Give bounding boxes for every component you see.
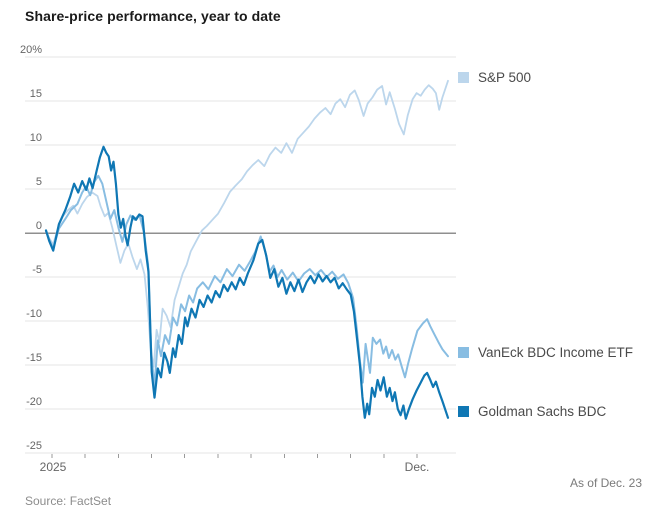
y-tick-label: -10 bbox=[26, 308, 42, 320]
y-tick-label: -15 bbox=[26, 352, 42, 364]
series-line-goldman bbox=[44, 145, 450, 420]
y-tick-label: 5 bbox=[36, 176, 42, 188]
as-of-note: As of Dec. 23 bbox=[569, 476, 642, 490]
legend-item-sp500: S&P 500 bbox=[458, 69, 531, 85]
chart-title: Share-price performance, year to date bbox=[25, 8, 281, 24]
series-line-vaneck bbox=[45, 174, 449, 388]
y-tick-label: 10 bbox=[30, 132, 42, 144]
y-tick-label: 15 bbox=[30, 88, 42, 100]
legend-swatch-vaneck-icon bbox=[458, 346, 469, 358]
legend-label-goldman: Goldman Sachs BDC bbox=[478, 403, 607, 419]
source-note: Source: FactSet bbox=[25, 494, 112, 508]
legend-item-vaneck: VanEck BDC Income ETF bbox=[458, 344, 633, 360]
y-tick-label: -20 bbox=[26, 396, 42, 408]
y-tick-label: 0 bbox=[36, 220, 42, 232]
legend-item-goldman: Goldman Sachs BDC bbox=[458, 403, 606, 419]
y-tick-label: -25 bbox=[26, 440, 42, 452]
legend-swatch-sp500-icon bbox=[458, 71, 469, 83]
legend-swatch-goldman-icon bbox=[458, 405, 469, 417]
x-tick-label-end: Dec. bbox=[405, 460, 430, 474]
y-tick-label: -5 bbox=[32, 264, 42, 276]
series-line-sp500 bbox=[45, 79, 449, 368]
x-tick-label-start: 2025 bbox=[40, 460, 67, 474]
legend-label-sp500: S&P 500 bbox=[478, 69, 532, 85]
y-tick-label: 20% bbox=[20, 44, 42, 56]
legend-label-vaneck: VanEck BDC Income ETF bbox=[478, 344, 634, 360]
